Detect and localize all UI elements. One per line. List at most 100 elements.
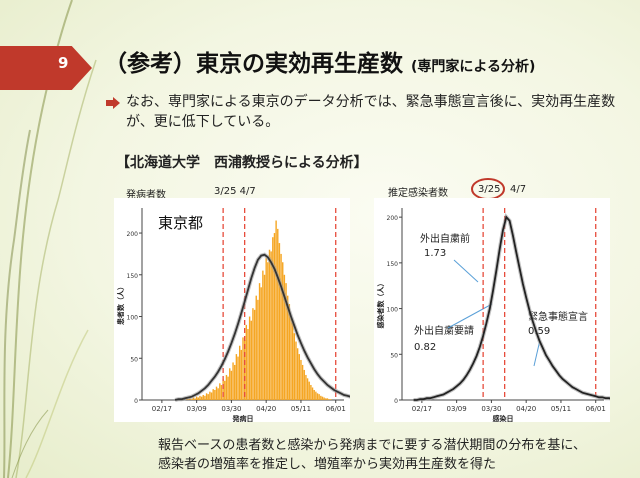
bar bbox=[240, 349, 243, 400]
bar bbox=[310, 384, 312, 400]
bar bbox=[202, 394, 204, 400]
y-tick-label: 50 bbox=[130, 356, 138, 363]
bar bbox=[315, 391, 317, 400]
bar bbox=[190, 399, 193, 400]
y-tick-label: 100 bbox=[387, 307, 399, 314]
bar bbox=[242, 337, 244, 400]
y-tick-label: 0 bbox=[134, 398, 138, 405]
left-chart-panel: 0 50 100 150 200 02/17 03/09 03/30 04/20 05/11 06/… bbox=[114, 198, 378, 423]
x-tick-label: 05/11 bbox=[551, 405, 571, 413]
bar bbox=[326, 398, 329, 400]
bar bbox=[311, 387, 314, 400]
bar bbox=[290, 316, 292, 400]
bar bbox=[263, 274, 266, 400]
bar bbox=[320, 395, 322, 400]
anno-before-value: 1.73 bbox=[424, 248, 446, 259]
x-tick-label: 03/30 bbox=[221, 405, 241, 413]
right-count-label: 推定感染者数 bbox=[388, 188, 448, 199]
anno-before-arrow bbox=[453, 259, 479, 283]
bar bbox=[224, 380, 226, 400]
footer-text: 報告ベースの患者数と感染から発病までに要する潜伏期間の分布を基に、感染者の増殖率… bbox=[158, 438, 586, 472]
bar bbox=[215, 386, 218, 400]
bar bbox=[301, 364, 304, 400]
bar bbox=[293, 333, 296, 400]
x-tick-label: 04/20 bbox=[516, 405, 536, 413]
bar bbox=[247, 329, 249, 400]
title-main: （参考）東京の実効再生産数 bbox=[104, 51, 403, 77]
y-tick-label: 50 bbox=[390, 352, 398, 359]
bar bbox=[205, 393, 208, 400]
bar bbox=[330, 399, 332, 400]
right-date-circled: 3/25 bbox=[478, 184, 501, 195]
bar bbox=[308, 381, 310, 400]
bar bbox=[197, 397, 199, 400]
x-tick-label: 03/09 bbox=[187, 405, 207, 413]
bar bbox=[229, 368, 231, 400]
bar bbox=[227, 376, 229, 400]
bar bbox=[194, 398, 196, 400]
bar bbox=[207, 394, 209, 400]
bar bbox=[204, 395, 206, 400]
bar bbox=[268, 249, 271, 400]
bar bbox=[278, 243, 281, 400]
bar bbox=[258, 283, 261, 400]
anno-request-value: 0.82 bbox=[414, 342, 436, 353]
right-chart: 外出自粛前 1.73 外出自粛要請 0.82 緊急事態宣言 0.59 0 50 10… bbox=[376, 208, 629, 423]
slide-number-tab bbox=[0, 46, 92, 90]
right-date-other: 4/7 bbox=[510, 184, 527, 195]
right-chart-panel: 外出自粛前 1.73 外出自粛要請 0.82 緊急事態宣言 0.59 0 50 10… bbox=[374, 198, 629, 423]
x-axis-title: 感染日 bbox=[493, 414, 514, 422]
anno-emergency: 緊急事態宣言 bbox=[528, 310, 588, 323]
bar bbox=[295, 341, 297, 400]
bar bbox=[316, 393, 319, 400]
bar bbox=[323, 397, 325, 400]
bar bbox=[296, 348, 299, 400]
bar bbox=[287, 295, 289, 400]
study-label: 【北海道大学 西浦教授らによる分析】 bbox=[116, 155, 368, 171]
bar bbox=[303, 369, 305, 400]
x-tick-label: 03/30 bbox=[481, 405, 501, 413]
left-date-label: 3/25 4/7 bbox=[214, 186, 256, 197]
bar bbox=[234, 364, 236, 400]
anno-request: 外出自粛要請 bbox=[414, 324, 474, 337]
bar bbox=[238, 345, 241, 400]
bar bbox=[267, 262, 269, 400]
bar bbox=[275, 220, 277, 400]
bar bbox=[283, 274, 286, 400]
anno-emergency-value: 0.59 bbox=[528, 326, 550, 337]
bar bbox=[212, 389, 214, 400]
bar bbox=[313, 389, 315, 400]
bar bbox=[282, 262, 284, 400]
bar bbox=[199, 395, 201, 400]
bar bbox=[225, 374, 228, 400]
x-tick-label: 05/11 bbox=[291, 405, 311, 413]
slide-number: 9 bbox=[58, 54, 69, 72]
bar bbox=[253, 309, 256, 400]
arrow-bullet-icon bbox=[106, 97, 120, 109]
panel-label: 東京都 bbox=[158, 214, 203, 232]
bar bbox=[192, 397, 195, 400]
bar bbox=[305, 374, 307, 400]
bar bbox=[285, 283, 287, 400]
y-tick-label: 150 bbox=[387, 261, 399, 268]
bar bbox=[280, 253, 282, 400]
bar bbox=[248, 316, 251, 400]
bar bbox=[255, 295, 257, 400]
y-tick-label: 0 bbox=[394, 398, 398, 405]
bar bbox=[306, 378, 309, 400]
bar bbox=[252, 308, 254, 400]
bullet-text: なお、専門家による東京のデータ分析では、緊急事態宣言後に、実効再生産数が、更に低… bbox=[126, 94, 616, 130]
bar bbox=[235, 354, 238, 400]
bar bbox=[291, 323, 294, 400]
y-axis-title: 患者数（人） bbox=[116, 283, 125, 325]
bar bbox=[277, 228, 279, 400]
bar bbox=[262, 270, 264, 400]
bar bbox=[200, 396, 203, 400]
bar bbox=[237, 356, 239, 400]
bar bbox=[257, 299, 259, 400]
bar bbox=[250, 320, 252, 400]
x-axis-title: 発病日 bbox=[232, 414, 254, 422]
y-tick-label: 200 bbox=[387, 215, 399, 222]
y-tick-label: 200 bbox=[127, 231, 139, 238]
